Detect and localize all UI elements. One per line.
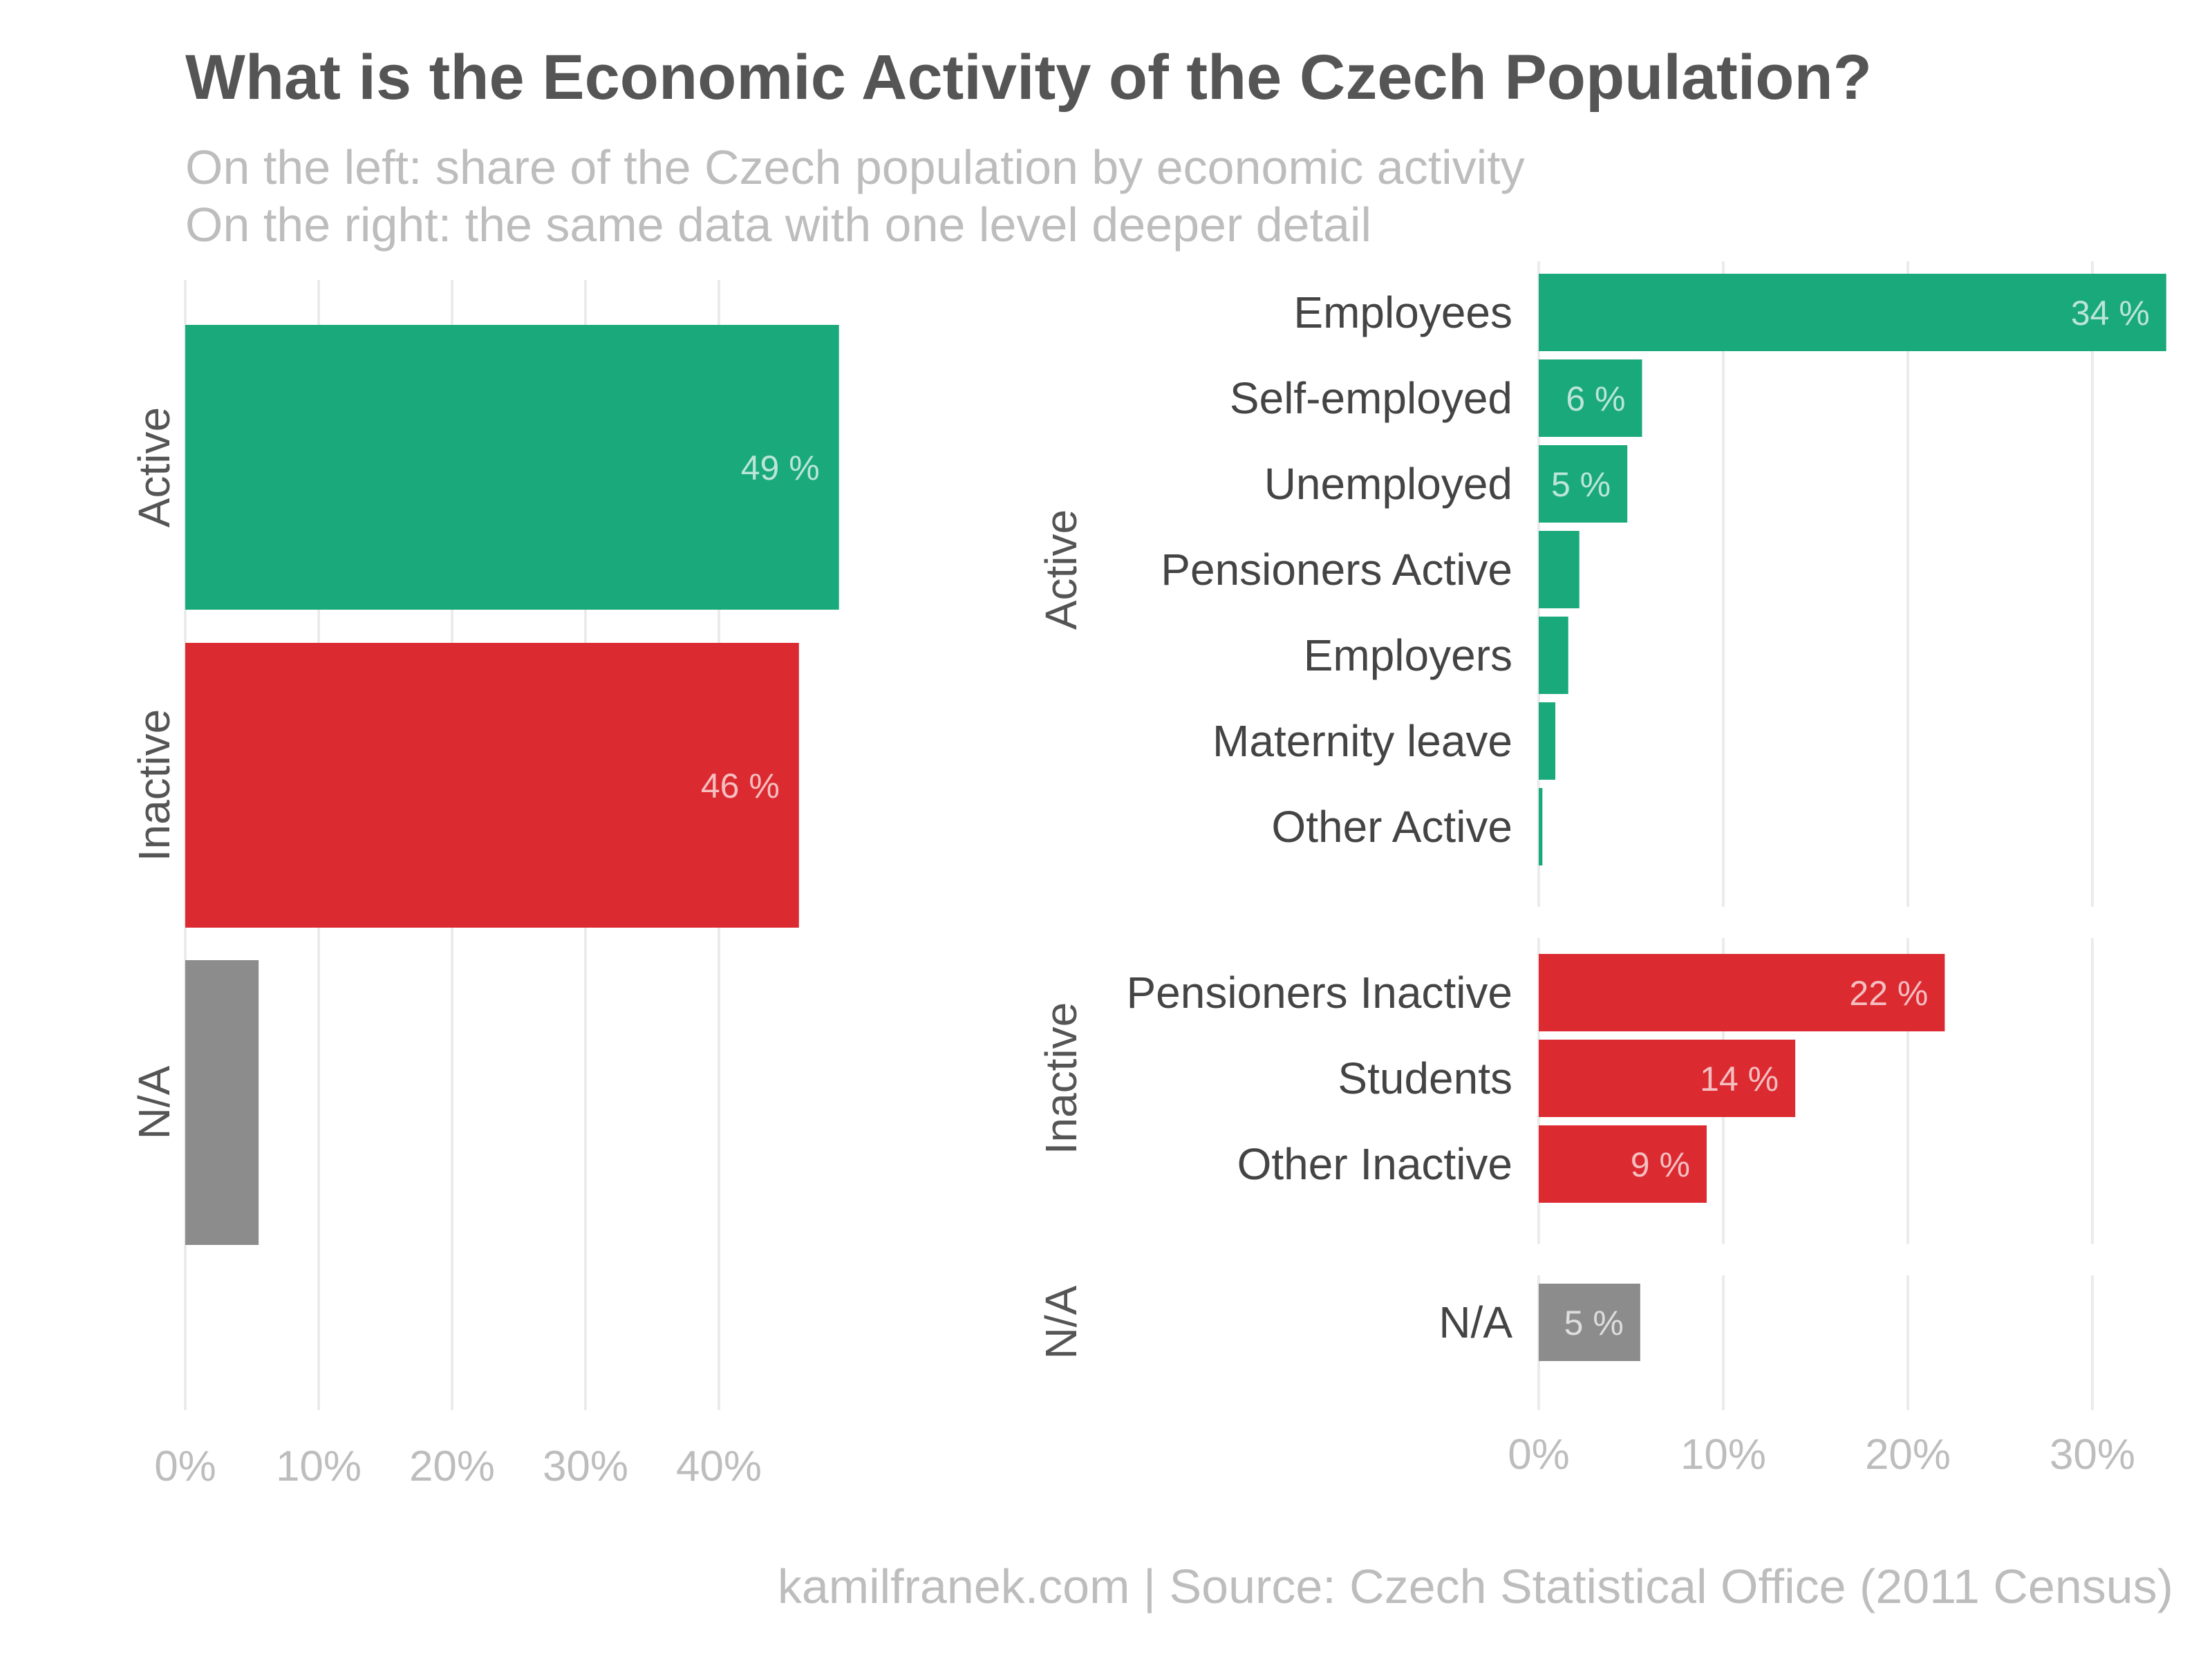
right-x-tick-label: 0% <box>1508 1431 1570 1479</box>
right-category-label: Other Inactive <box>1237 1139 1512 1189</box>
right-category-label: Self-employed <box>1230 373 1512 423</box>
right-category-label: Students <box>1338 1053 1512 1103</box>
chart-subtitle-line-1: On the left: share of the Czech populati… <box>185 140 1525 194</box>
right-category-label: Maternity leave <box>1212 716 1512 766</box>
right-bar-other-active <box>1539 788 1543 865</box>
left-x-tick-label: 20% <box>409 1443 495 1490</box>
left-category-label: Active <box>129 407 179 527</box>
right-bar-value-label: 5 % <box>1564 1304 1624 1342</box>
right-bar-value-label: 22 % <box>1849 974 1928 1013</box>
left-bar-value-label: 49 % <box>741 449 820 487</box>
right-facet-label-active: Active <box>1036 509 1086 630</box>
right-facet-label-n-a: N/A <box>1036 1285 1086 1359</box>
right-facet-label-inactive: Inactive <box>1036 1002 1086 1155</box>
left-bar-inactive <box>185 643 799 928</box>
right-bar-self-employed <box>1539 359 1642 437</box>
left-bar-active <box>185 325 839 610</box>
right-bar-value-label: 9 % <box>1631 1145 1690 1184</box>
right-bar-unemployed <box>1539 445 1628 523</box>
right-x-tick-label: 10% <box>1680 1431 1766 1479</box>
right-bar-employers <box>1539 617 1568 694</box>
chart-caption: kamilfranek.com | Source: Czech Statisti… <box>777 1559 2173 1613</box>
left-category-label: N/A <box>129 1065 179 1139</box>
right-bar-n-a <box>1539 1284 1640 1361</box>
right-bar-value-label: 6 % <box>1566 379 1625 418</box>
right-bar-value-label: 5 % <box>1551 465 1611 504</box>
right-category-label: N/A <box>1438 1297 1512 1347</box>
left-x-tick-label: 40% <box>676 1443 762 1490</box>
right-bar-value-label: 14 % <box>1700 1060 1779 1098</box>
right-bar-pensioners-active <box>1539 531 1580 608</box>
right-category-label: Pensioners Active <box>1161 545 1512 594</box>
chart-title: What is the Economic Activity of the Cze… <box>185 42 1872 113</box>
right-bar-pensioners-inactive <box>1539 954 1945 1031</box>
right-category-label: Other Active <box>1271 802 1512 852</box>
left-bar-value-label: 46 % <box>701 767 780 805</box>
chart-subtitle-line-2: On the right: the same data with one lev… <box>185 198 1372 252</box>
left-x-tick-label: 0% <box>154 1443 216 1490</box>
right-bar-employees <box>1539 274 2166 351</box>
left-bar-n-a <box>185 960 259 1245</box>
right-bar-value-label: 34 % <box>2071 294 2150 332</box>
right-category-label: Unemployed <box>1264 459 1512 509</box>
left-category-label: Inactive <box>129 709 179 862</box>
right-x-tick-label: 30% <box>2050 1431 2135 1479</box>
right-bar-other-inactive <box>1539 1125 1707 1203</box>
right-category-label: Pensioners Inactive <box>1126 968 1512 1018</box>
right-bar-maternity-leave <box>1539 702 1556 780</box>
left-x-tick-label: 30% <box>543 1443 628 1490</box>
right-category-label: Employers <box>1304 630 1512 680</box>
right-bar-students <box>1539 1040 1796 1117</box>
right-category-label: Employees <box>1293 288 1512 337</box>
right-x-tick-label: 20% <box>1865 1431 1951 1479</box>
left-x-tick-label: 10% <box>276 1443 362 1490</box>
